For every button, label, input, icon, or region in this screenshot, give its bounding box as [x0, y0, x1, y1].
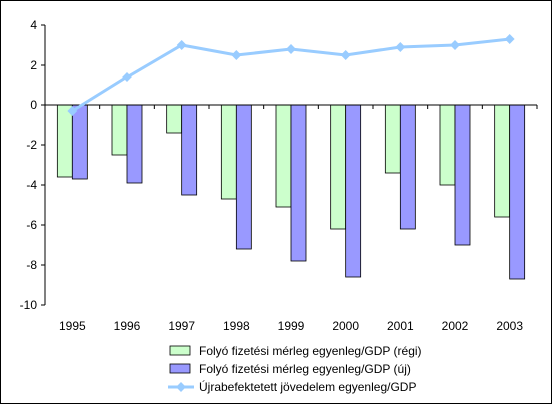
legend-swatch-2: [169, 363, 191, 374]
line-point-1999: [286, 44, 296, 54]
x-tick-label: 2000: [332, 319, 359, 333]
bar-series1-1996: [111, 104, 128, 156]
bar-series2-1996: [126, 104, 143, 184]
bar-series1-2002: [439, 104, 456, 186]
legend: Folyó fizetési mérleg egyenleg/GDP (régi…: [168, 344, 422, 394]
y-tick-label: 0: [30, 98, 37, 112]
bar-series1-2000: [330, 104, 347, 230]
y-tick-label: -8: [26, 258, 37, 272]
bar-series2-1999: [290, 104, 307, 262]
line-point-1995: [67, 106, 78, 116]
legend-swatch-1: [169, 345, 191, 356]
y-tick-label: 4: [30, 18, 37, 32]
x-tick-label: 2003: [496, 319, 523, 333]
ticks-layer: 4 2 0 -2 -4 -6 -8 -10 1995 1996 1997 1998 1999 2000 20…: [20, 18, 524, 333]
bar-series2-2003: [509, 104, 526, 280]
y-tick-label: -4: [26, 178, 37, 192]
x-tick-label: 1995: [59, 319, 86, 333]
bar-series1-1995: [56, 104, 73, 178]
bar-series2-1995: [71, 104, 88, 180]
y-tick-label: 2: [30, 58, 37, 72]
line-point-2003: [504, 34, 515, 44]
legend-label-1: Folyó fizetési mérleg egyenleg/GDP (régi…: [199, 344, 422, 358]
bar-series2-2002: [454, 104, 471, 246]
bars-layer: [56, 104, 526, 280]
x-tick-label: 2001: [387, 319, 414, 333]
legend-label-2: Folyó fizetési mérleg egyenleg/GDP (új): [199, 362, 411, 376]
y-tick-label: -10: [20, 298, 38, 312]
legend-label-3: Újrabefektetett jövedelem egyenleg/GDP: [199, 379, 416, 394]
x-tick-label: 1998: [223, 319, 250, 333]
line-point-2001: [395, 42, 406, 52]
bar-series2-2001: [399, 104, 416, 230]
line-point-2000: [340, 50, 351, 60]
line-point-1996: [122, 72, 132, 82]
bar-series1-1997: [166, 104, 183, 134]
x-tick-label: 1997: [168, 319, 195, 333]
bar-series2-2000: [345, 104, 362, 278]
x-tick-label: 2002: [442, 319, 469, 333]
legend-line-marker: [176, 382, 186, 392]
y-tick-label: -6: [26, 218, 37, 232]
line-point-2002: [450, 40, 460, 50]
bar-series1-1999: [275, 104, 292, 208]
line-point-1998: [231, 50, 242, 60]
bar-series1-2001: [384, 104, 401, 174]
y-tick-label: -2: [26, 138, 37, 152]
axes-layer: [41, 24, 538, 306]
line-point-1997: [176, 40, 187, 50]
bar-series2-1997: [181, 104, 198, 196]
line-layer: [67, 34, 515, 116]
bar-series1-1998: [220, 104, 237, 200]
bar-series2-1998: [235, 104, 252, 250]
x-tick-label: 1999: [278, 319, 305, 333]
bar-series1-2003: [494, 104, 511, 218]
x-tick-label: 1996: [114, 319, 141, 333]
